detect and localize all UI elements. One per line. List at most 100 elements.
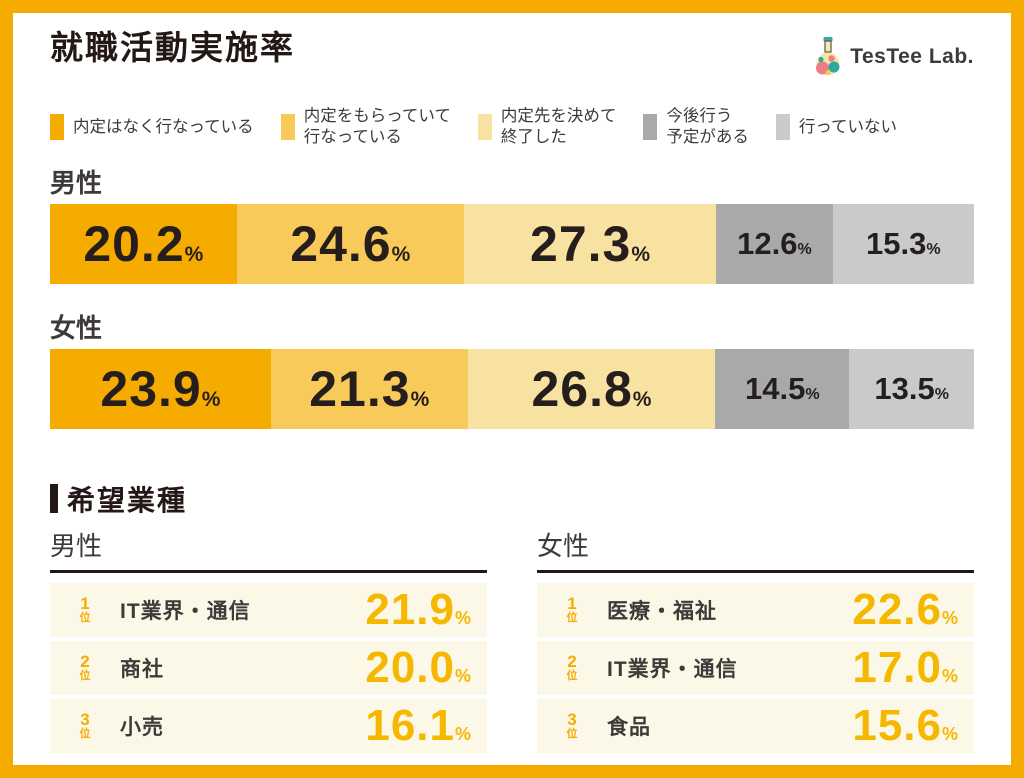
bar-segment: 23.9%	[50, 348, 271, 429]
legend-swatch	[775, 114, 790, 140]
industry-label: 商社	[120, 657, 164, 681]
rank-table-female: 女性 1 位 医療・福祉 22.6% 2	[537, 531, 974, 753]
rank-number: 1	[80, 594, 90, 614]
legend-label: 内定はなく行なっている	[73, 117, 254, 136]
bar-segment: 21.3%	[270, 348, 468, 429]
industry-value: 16.1%	[365, 701, 471, 751]
segment-value: 23.9	[100, 360, 202, 417]
chart-legend: 内定はなく行なっている 内定をもらっていて 行なっている 内定先を決めて 終了した 今…	[50, 103, 974, 151]
legend-swatch	[50, 114, 64, 140]
percent-sign: %	[410, 387, 430, 411]
bar-segment: 14.5%	[715, 348, 850, 429]
industry-label: IT業界・通信	[120, 599, 251, 623]
percent-sign: %	[454, 665, 471, 686]
industry-label: 食品	[607, 715, 651, 739]
rank-row: 2 位 商社 20.0%	[50, 640, 487, 695]
bar-segment: 20.2%	[50, 203, 237, 284]
bar-segment: 27.3%	[463, 203, 717, 284]
rank-table-group-label: 女性	[537, 531, 974, 573]
percent-sign: %	[391, 242, 411, 266]
segment-value: 12.6	[737, 225, 798, 261]
rank-rows: 1 位 医療・福祉 22.6% 2 位 IT業界・通信	[537, 582, 974, 753]
industry-value-number: 21.9	[365, 584, 455, 634]
industry-label: IT業界・通信	[607, 657, 738, 681]
percent-sign: %	[631, 242, 651, 266]
rank-number: 2	[567, 652, 577, 672]
rank-badge: 1 位	[74, 595, 96, 624]
percent-sign: %	[941, 665, 958, 686]
rank-rows: 1 位 IT業界・通信 21.9% 2 位 商社	[50, 582, 487, 753]
industry-value: 17.0%	[852, 643, 958, 693]
legend-swatch	[280, 114, 295, 140]
industry-value-number: 17.0	[852, 642, 942, 692]
stacked-bar-male: 20.2% 24.6% 27.3% 12.6% 15.3%	[50, 203, 974, 284]
segment-value: 27.3	[530, 215, 632, 272]
rank-unit: 位	[566, 670, 578, 683]
header: 就職活動実施率 TesTee Lab.	[50, 29, 974, 77]
percent-sign: %	[805, 385, 820, 403]
segment-value: 20.2	[83, 215, 185, 272]
rank-row: 2 位 IT業界・通信 17.0%	[537, 640, 974, 695]
legend-swatch	[643, 114, 658, 140]
percent-sign: %	[184, 242, 204, 266]
rank-unit: 位	[566, 728, 578, 741]
percent-sign: %	[797, 240, 812, 258]
industry-value: 15.6%	[852, 701, 958, 751]
percent-sign: %	[926, 240, 941, 258]
segment-value: 26.8	[531, 360, 633, 417]
industry-value-number: 15.6	[852, 700, 942, 750]
industry-label: 医療・福祉	[607, 599, 717, 623]
ranking-section-header: 希望業種	[50, 479, 974, 519]
industry-value: 21.9%	[365, 585, 471, 635]
rank-badge: 3 位	[74, 711, 96, 740]
bar-segment: 15.3%	[832, 203, 974, 284]
rank-row: 3 位 小売 16.1%	[50, 698, 487, 753]
bar-segment: 13.5%	[849, 348, 974, 429]
legend-item: 行っていない	[775, 114, 898, 140]
rank-badge: 2 位	[74, 653, 96, 682]
industry-value-number: 22.6	[852, 584, 942, 634]
legend-label: 今後行う 予定がある	[666, 107, 749, 146]
legend-item: 内定はなく行なっている	[50, 114, 254, 140]
bar-segment: 12.6%	[716, 203, 833, 284]
segment-value: 15.3	[866, 225, 927, 261]
rank-table-group-label: 男性	[50, 531, 487, 573]
rank-number: 1	[567, 594, 577, 614]
rank-table-male: 男性 1 位 IT業界・通信 21.9% 2	[50, 531, 487, 753]
industry-value: 20.0%	[365, 643, 471, 693]
segment-value: 21.3	[309, 360, 411, 417]
percent-sign: %	[934, 385, 949, 403]
rank-unit: 位	[566, 612, 578, 625]
segment-value: 13.5	[874, 370, 935, 406]
percent-sign: %	[201, 387, 221, 411]
legend-label: 内定先を決めて 終了した	[500, 107, 617, 146]
legend-swatch	[477, 114, 492, 140]
rank-badge: 1 位	[561, 595, 583, 624]
segment-value: 24.6	[290, 215, 392, 272]
legend-item: 今後行う 予定がある	[643, 106, 749, 147]
rank-badge: 3 位	[561, 711, 583, 740]
bar-segment: 24.6%	[236, 203, 464, 284]
ranking-tables: 男性 1 位 IT業界・通信 21.9% 2	[50, 531, 974, 753]
legend-item: 内定先を決めて 終了した	[477, 106, 617, 147]
legend-label: 行っていない	[798, 117, 898, 136]
rank-badge: 2 位	[561, 653, 583, 682]
rank-row: 1 位 医療・福祉 22.6%	[537, 582, 974, 637]
testee-lab-logo: TesTee Lab.	[813, 37, 974, 77]
percent-sign: %	[454, 607, 471, 628]
segment-value: 14.5	[744, 370, 806, 406]
rank-row: 3 位 食品 15.6%	[537, 698, 974, 753]
rank-unit: 位	[79, 612, 91, 625]
category-label-male: 男性	[50, 168, 103, 198]
industry-label: 小売	[120, 715, 164, 739]
section-title: 希望業種	[67, 484, 188, 516]
rank-number: 3	[567, 710, 577, 730]
rank-number: 3	[80, 710, 90, 730]
section-title-marker	[50, 484, 58, 514]
percent-sign: %	[454, 723, 471, 744]
industry-value-number: 16.1	[365, 700, 455, 750]
industry-value: 22.6%	[852, 585, 958, 635]
logo-text: TesTee Lab.	[850, 45, 974, 68]
rank-unit: 位	[79, 728, 91, 741]
